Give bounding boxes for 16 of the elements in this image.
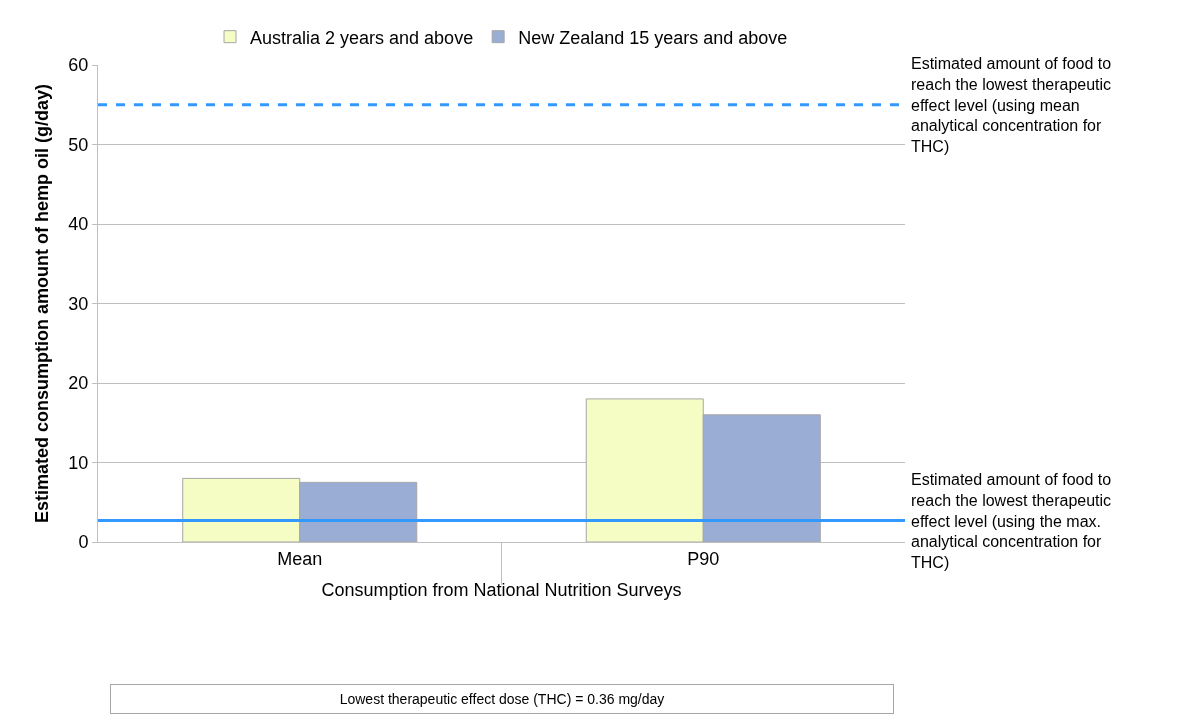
x-tick-label: P90 xyxy=(687,548,720,569)
text: Lowest therapeutic effect dose (THC) = 0.36 mg/day xyxy=(339,691,665,707)
y-tick-label: 50 xyxy=(68,134,89,155)
y-tick-label: 30 xyxy=(68,293,89,314)
y-tick-label: 20 xyxy=(68,373,89,394)
y-tick-label: 0 xyxy=(78,532,89,553)
ref-line-label: Estimated amount of food to reach the lowest therapeutic effect level (using mean analytical concentration for THC) xyxy=(911,55,1112,156)
x-axis-title: Consumption from National Nutrition Surveys xyxy=(321,579,682,600)
y-tick-label: 40 xyxy=(68,214,89,235)
y-axis-title: Estimated consumption amount of hemp oil (g/day) xyxy=(31,83,52,524)
ref-line-label: Estimated amount of food to reach the lowest therapeutic effect level (using the max. analytical concentration for THC) xyxy=(911,471,1112,572)
legend-label: New Zealand 15 years and above xyxy=(518,27,788,48)
y-tick-label: 60 xyxy=(68,55,89,76)
x-tick-label: Mean xyxy=(277,548,323,569)
legend-label: Australia 2 years and above xyxy=(250,27,474,48)
y-tick-label: 10 xyxy=(68,452,89,473)
